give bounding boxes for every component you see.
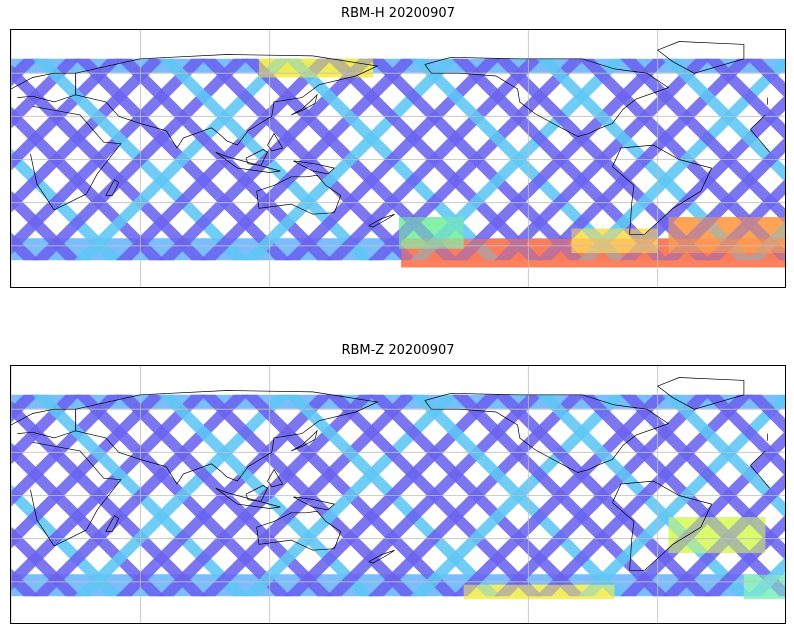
value-region-overlay [668, 517, 766, 554]
coastline-asia [75, 54, 379, 149]
coastline-australia [256, 174, 342, 215]
value-region-overlay [399, 217, 464, 249]
coastline-png [293, 496, 336, 511]
coastline-greenland [656, 377, 745, 410]
coastline-japan [291, 93, 318, 116]
coastline-greenland [656, 41, 745, 74]
coastline-s_america [611, 480, 713, 571]
coastline-madagascar [105, 179, 120, 196]
coastline-philippines [267, 132, 284, 152]
coastline-png [293, 160, 336, 175]
coastline-nz [368, 549, 395, 564]
coastline-s_america [611, 144, 713, 235]
panel-title-rbm-h: RBM-H 20200907 [341, 6, 455, 21]
value-region-overlay [258, 58, 374, 78]
coastline-africa [750, 465, 771, 489]
coastline-philippines [267, 468, 284, 488]
map-canvas-rbm-h [11, 30, 785, 287]
map-canvas-rbm-z [11, 366, 785, 623]
value-region-overlay [463, 584, 615, 600]
coastline-nz [368, 213, 395, 228]
coastline-africa [750, 129, 771, 153]
coastline-africa [750, 450, 766, 466]
coastline-borneo [245, 484, 268, 502]
map-panel-rbm-h [10, 29, 786, 288]
coastline-borneo [245, 148, 268, 166]
coastline-africa [30, 105, 122, 211]
coastline-africa [750, 114, 766, 130]
coastline-indonesia [215, 487, 281, 509]
coastline-japan [291, 429, 318, 452]
coastline-asia [75, 390, 379, 485]
value-region-overlay [571, 228, 658, 254]
coastline-indonesia [215, 151, 281, 173]
coastline-africa [30, 441, 122, 547]
value-region-overlay [743, 574, 785, 600]
panel-title-rbm-z: RBM-Z 20200907 [341, 343, 455, 358]
coastline-australia [256, 510, 342, 551]
coastline-n_america [424, 56, 670, 137]
map-panel-rbm-z [10, 365, 786, 624]
coastline-n_america [424, 392, 670, 473]
coastline-madagascar [105, 515, 120, 532]
value-region-overlay [668, 217, 785, 254]
